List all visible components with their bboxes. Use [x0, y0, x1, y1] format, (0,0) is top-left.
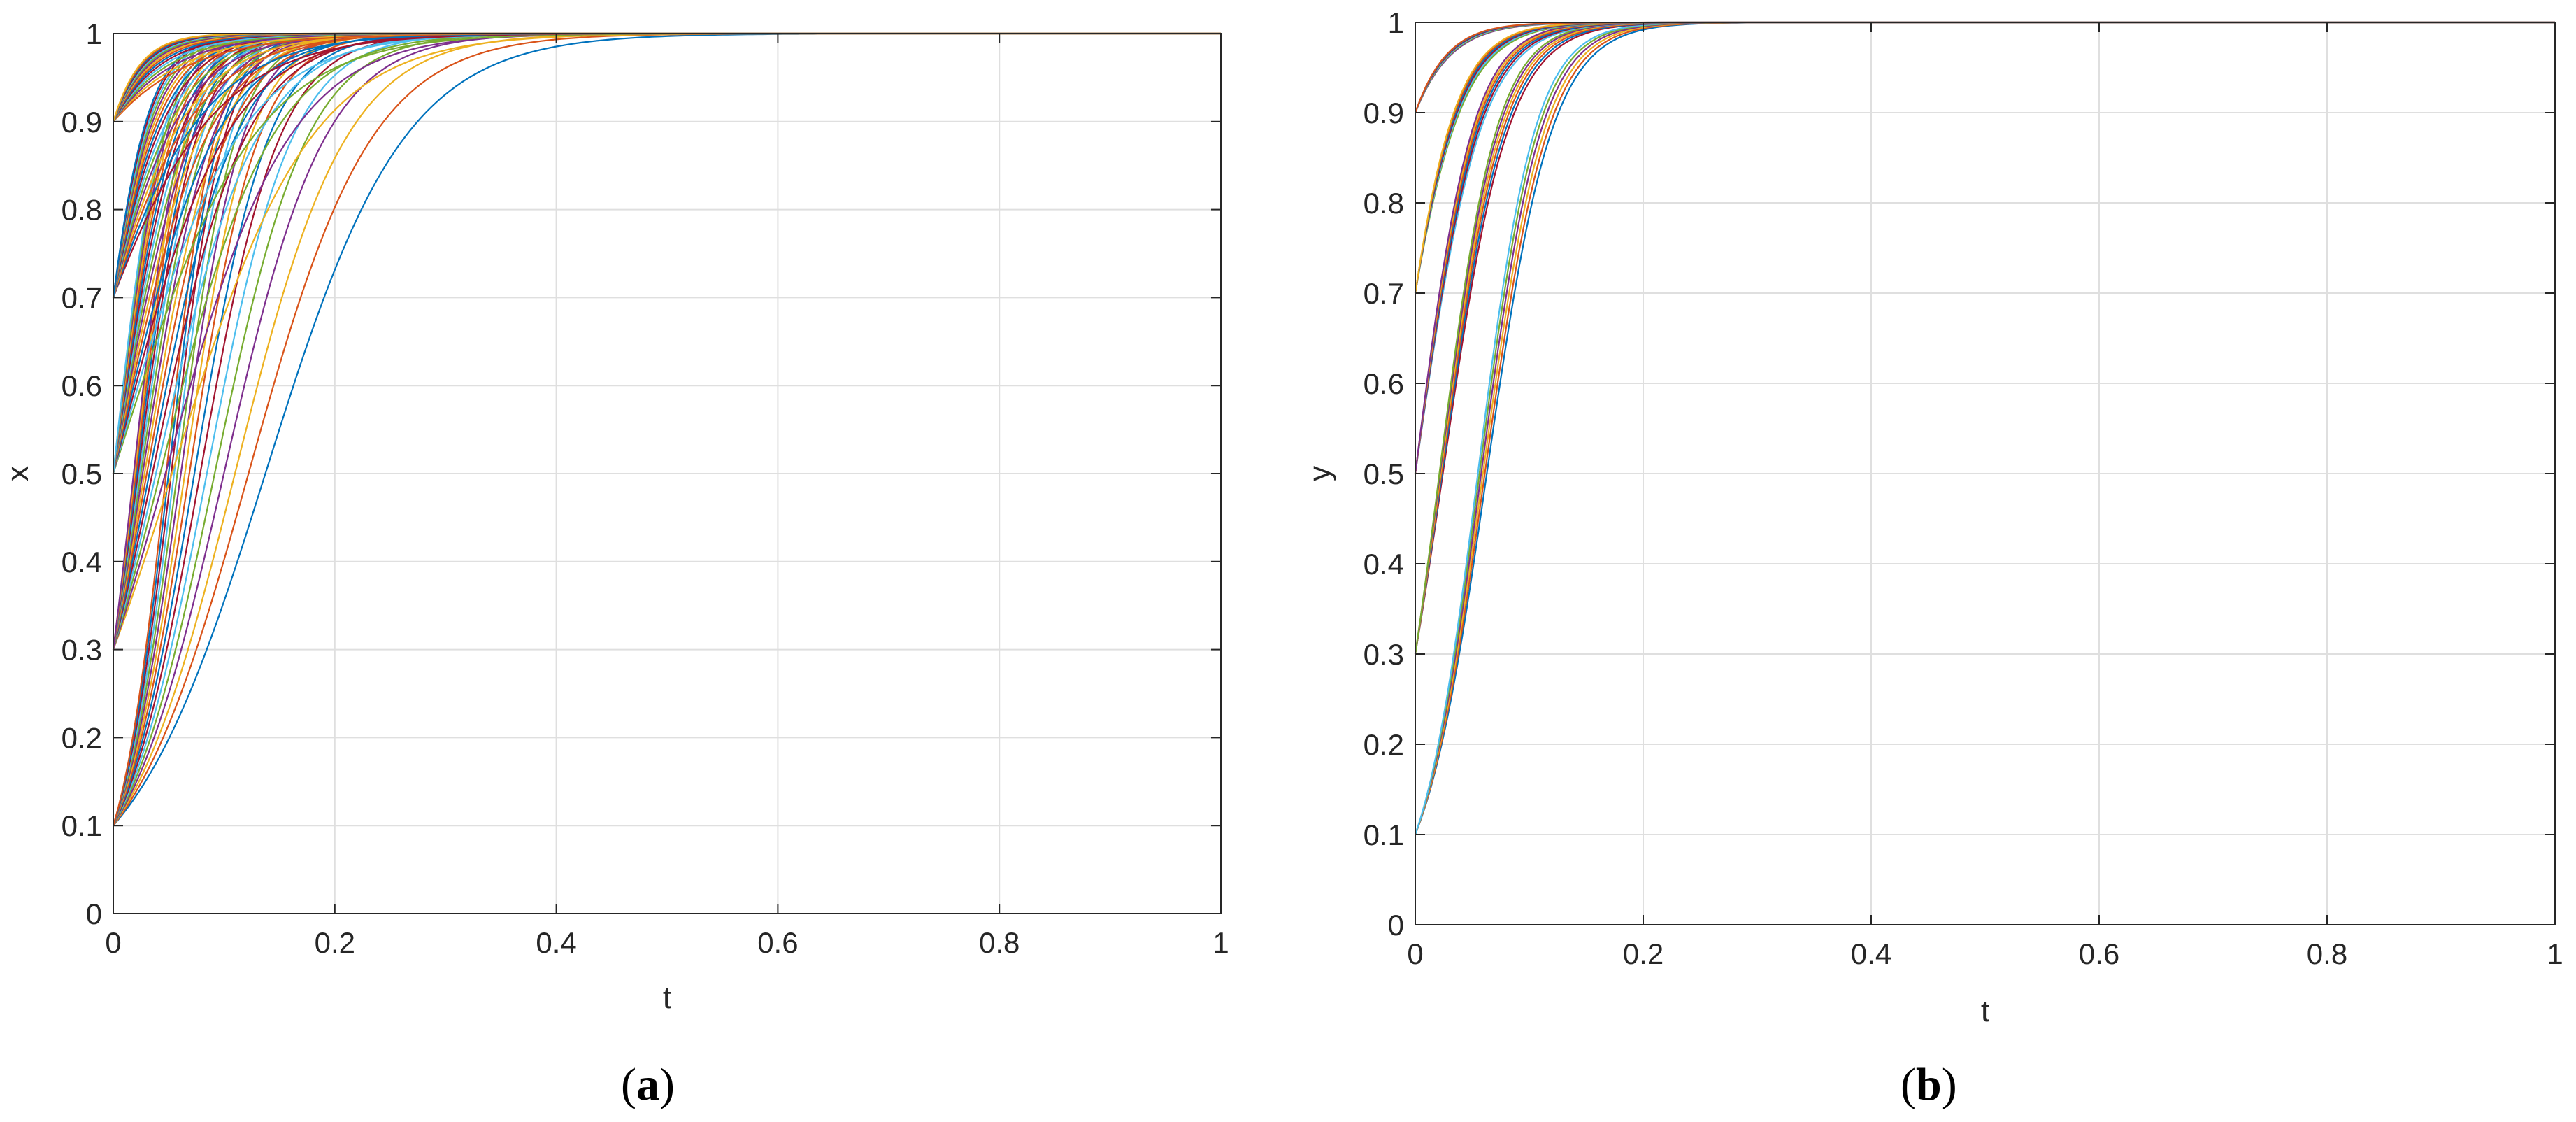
chart-a-ytick-label: 0 [86, 897, 102, 930]
chart-a-ytick-label: 0.8 [62, 194, 102, 227]
chart-b-xtick-label: 0.6 [2079, 937, 2119, 970]
chart-a-ytick-label: 1 [86, 17, 102, 50]
chart-b-ytick-label: 0.6 [1364, 367, 1404, 400]
chart-b-ytick-label: 0.3 [1364, 638, 1404, 671]
chart-b-xtick-label: 0.2 [1623, 937, 1663, 970]
chart-a-xtick-label: 0.6 [757, 926, 798, 959]
panel-a-caption-open: ( [621, 1059, 636, 1110]
chart-b-xtick-label: 1 [2547, 937, 2563, 970]
chart-a-ytick-label: 0.2 [62, 721, 102, 754]
chart-b-ytick-label: 1 [1388, 6, 1404, 39]
chart-b-xtick-label: 0 [1407, 937, 1423, 970]
chart-a-ytick-label: 0.1 [62, 809, 102, 842]
chart-a-xtick-label: 1 [1212, 926, 1229, 959]
panel-b-caption-letter: b [1916, 1059, 1942, 1110]
chart-a-ticks: 0 0.2 0.4 0.6 0.8 1 0 0.1 0.2 0.3 0.4 0.5 0.6 0.7 0.8 0… [62, 17, 1229, 959]
panel-b-caption-open: ( [1901, 1059, 1916, 1110]
chart-a-ylabel: x [1, 466, 35, 481]
chart-b-ytick-label: 0.7 [1364, 277, 1404, 310]
chart-b-xlabel: t [1981, 994, 1989, 1028]
panel-a-caption-letter: a [636, 1059, 659, 1110]
chart-b-xtick-label: 0.4 [1851, 937, 1891, 970]
panel-a-caption-close: ) [659, 1059, 675, 1110]
chart-panel-b: 0 0.2 0.4 0.6 0.8 1 0 0.1 0.2 0.3 0.4 0.5 0.6 0.7 0.8 0… [1303, 6, 2563, 1110]
chart-b-ytick-label: 0.1 [1364, 818, 1404, 851]
chart-b-ytick-label: 0.5 [1364, 457, 1404, 490]
chart-a-xtick-label: 0.8 [979, 926, 1019, 959]
chart-b-xtick-label: 0.8 [2307, 937, 2347, 970]
chart-b-ytick-label: 0.9 [1364, 97, 1404, 129]
chart-a-xtick-label: 0.4 [536, 926, 576, 959]
chart-a-ytick-label: 0.3 [62, 634, 102, 667]
chart-a-ytick-label: 0.5 [62, 457, 102, 490]
chart-a-xtick-label: 0.2 [315, 926, 355, 959]
chart-b-ticks: 0 0.2 0.4 0.6 0.8 1 0 0.1 0.2 0.3 0.4 0.5 0.6 0.7 0.8 0… [1364, 6, 2563, 970]
chart-b-grid [1415, 22, 2555, 925]
chart-b-ylabel: y [1303, 466, 1337, 481]
chart-a-ytick-label: 0.9 [62, 106, 102, 139]
chart-a-xtick-label: 0 [105, 926, 121, 959]
panel-a-caption: (a) [621, 1059, 675, 1110]
chart-b-ytick-label: 0.2 [1364, 728, 1404, 761]
chart-b-ytick-label: 0.4 [1364, 548, 1404, 581]
chart-b-ytick-label: 0.8 [1364, 187, 1404, 220]
chart-a-xlabel: t [663, 981, 671, 1015]
panel-b-caption-close: ) [1942, 1059, 1957, 1110]
chart-a-ytick-label: 0.7 [62, 281, 102, 314]
chart-a-ytick-label: 0.4 [62, 546, 102, 578]
chart-a-ytick-label: 0.6 [62, 369, 102, 402]
panel-b-caption: (b) [1901, 1059, 1957, 1110]
chart-panel-a: 0 0.2 0.4 0.6 0.8 1 0 0.1 0.2 0.3 0.4 0.5 0.6 0.7 0.8 0… [1, 17, 1229, 1110]
chart-a-grid [113, 34, 1221, 914]
chart-b-ytick-label: 0 [1388, 909, 1404, 942]
